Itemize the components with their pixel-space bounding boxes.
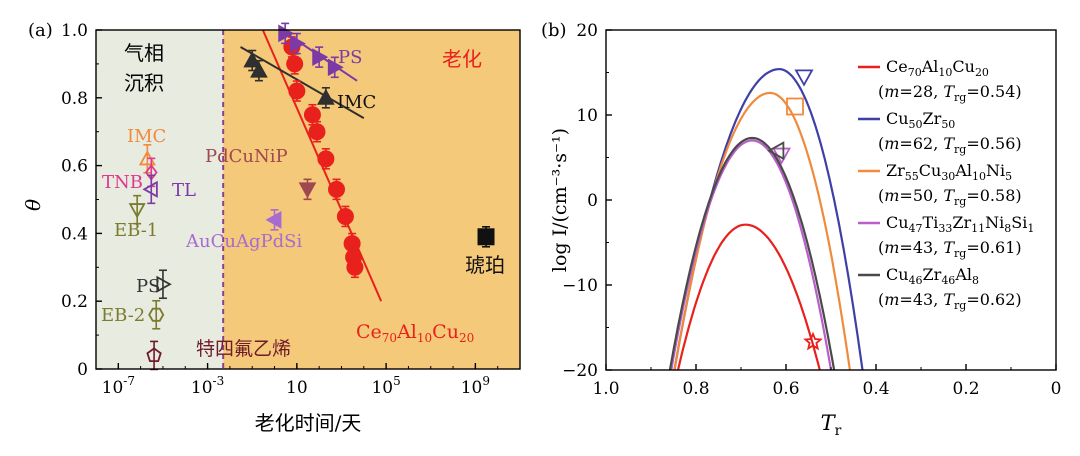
data-point [250, 61, 268, 78]
panel-b: (b) 1.0 0.8 0.6 0.4 0.2 0 −20 −10 0 10 20 Ce70Al10… [541, 20, 1061, 439]
y-tick-label: −10 [562, 276, 598, 296]
x-tick-label: 10-7 [102, 374, 135, 398]
data-point [328, 180, 346, 198]
nucleation-curve [668, 136, 836, 371]
data-point [327, 58, 344, 77]
label-ps-open: PS [136, 276, 160, 297]
data-point [146, 347, 162, 363]
legend-formula: Cu46Zr46Al8 [886, 265, 979, 287]
x-tick-label: 10-3 [191, 374, 224, 398]
markers-b [767, 69, 823, 351]
legend-formula: Cu50Zr50 [886, 109, 955, 131]
data-points-a [128, 22, 495, 371]
x-tick-label: 0.8 [682, 379, 709, 399]
label-ps: PS [338, 47, 362, 68]
y-tick-label: 1.0 [61, 21, 88, 41]
legend-params: (m=62, Trg=0.56) [878, 134, 1022, 156]
curve-marker [767, 141, 785, 161]
nucleation-curve [676, 223, 821, 371]
fit-line [240, 46, 365, 120]
data-point [308, 123, 326, 141]
legend-params: (m=28, Trg=0.54) [878, 82, 1022, 104]
label-pdcunip: PdCuNiP [205, 146, 288, 167]
data-point [303, 106, 321, 124]
x-tick-label: 105 [371, 374, 400, 398]
data-point [477, 228, 495, 246]
panel-b-label: (b) [541, 20, 567, 41]
data-point [336, 207, 354, 225]
y-axis-title-b: log I/(cm⁻³·s⁻¹) [549, 128, 571, 272]
data-point [265, 210, 282, 229]
label-tnb: TNB [102, 172, 143, 193]
label-ptfe: 特四氟乙烯 [196, 338, 291, 360]
curves-b [668, 67, 864, 371]
legend-formula: Ce70Al10Cu20 [886, 57, 989, 79]
y-tick-label: 20 [576, 21, 598, 41]
axis-ticks-b: 1.0 0.8 0.6 0.4 0.2 0 −20 −10 0 10 20 [562, 21, 1061, 399]
data-point [317, 88, 335, 105]
data-point [286, 55, 304, 73]
y-tick-label: −20 [562, 361, 598, 381]
panel-a: (a) 气相 沉积 老化 PS IMC PdCuNiP AuCuAgPdSi 琥… [21, 20, 521, 435]
label-eb2: EB-2 [101, 305, 145, 326]
legend-params: (m=43, Trg=0.61) [878, 238, 1022, 260]
label-amber: 琥珀 [465, 253, 505, 277]
y-tick-label: 0.6 [61, 157, 88, 177]
vapor-label-line1: 气相 [124, 41, 164, 65]
curve-marker [803, 331, 823, 351]
x-tick-label: 0 [1051, 379, 1062, 399]
aging-region [223, 30, 521, 369]
x-tick-label: 10 [286, 378, 308, 398]
x-tick-label: 1.0 [592, 379, 619, 399]
legend-b: Ce70Al10Cu20 (m=28, Trg=0.54) Cu50Zr50 (m=6… [858, 57, 1034, 312]
data-point [156, 275, 172, 293]
x-axis-title-a: 老化时间/天 [255, 411, 362, 435]
data-point [142, 180, 158, 198]
curve-marker [794, 69, 814, 87]
legend-formula: Zr55Cu30Al10Ni5 [886, 161, 1012, 183]
legend-formula: Cu47Ti33Zr11Ni8Si1 [886, 213, 1034, 235]
label-tl: TL [172, 180, 196, 201]
data-point [128, 203, 146, 219]
y-tick-label: 0 [587, 191, 598, 211]
data-point [288, 82, 306, 100]
aging-label: 老化 [442, 47, 482, 71]
x-tick-label: 109 [461, 374, 490, 398]
vapor-region [96, 30, 224, 369]
label-imc: IMC [337, 92, 376, 113]
legend-params: (m=43, Trg=0.62) [878, 290, 1022, 312]
vapor-label-line2: 沉积 [124, 71, 164, 95]
label-imc-open: IMC [127, 126, 166, 147]
panel-a-label: (a) [28, 20, 53, 41]
x-tick-label: 0.4 [862, 379, 889, 399]
y-tick-label: 0.4 [61, 224, 88, 244]
legend-params: (m=50, Trg=0.58) [878, 186, 1022, 208]
x-axis-title-b: Tr [821, 411, 842, 439]
y-tick-label: 0.2 [61, 292, 88, 312]
axis-ticks-a: 10-7 10-3 10 105 109 0 0.2 0.4 0.6 0.8 1.0 [61, 21, 499, 398]
label-eb1: EB-1 [114, 220, 158, 241]
data-point [346, 258, 364, 276]
data-point [317, 150, 335, 168]
data-point [148, 307, 165, 322]
x-tick-label: 0.2 [952, 379, 979, 399]
nucleation-curve [670, 139, 833, 371]
data-point [312, 48, 329, 66]
label-ce70al10cu20: Ce70Al10Cu20 [356, 321, 474, 345]
data-point [298, 182, 317, 199]
label-aucuagpdsi: AuCuAgPdSi [185, 231, 302, 252]
y-tick-label: 0.8 [61, 89, 88, 109]
data-point [243, 51, 262, 68]
x-tick-label: 0.6 [772, 379, 799, 399]
data-point [289, 34, 306, 53]
y-tick-label: 10 [576, 106, 598, 126]
y-tick-label: 0 [77, 360, 88, 380]
curve-marker [786, 97, 804, 116]
y-axis-title-a: θ [21, 199, 45, 211]
